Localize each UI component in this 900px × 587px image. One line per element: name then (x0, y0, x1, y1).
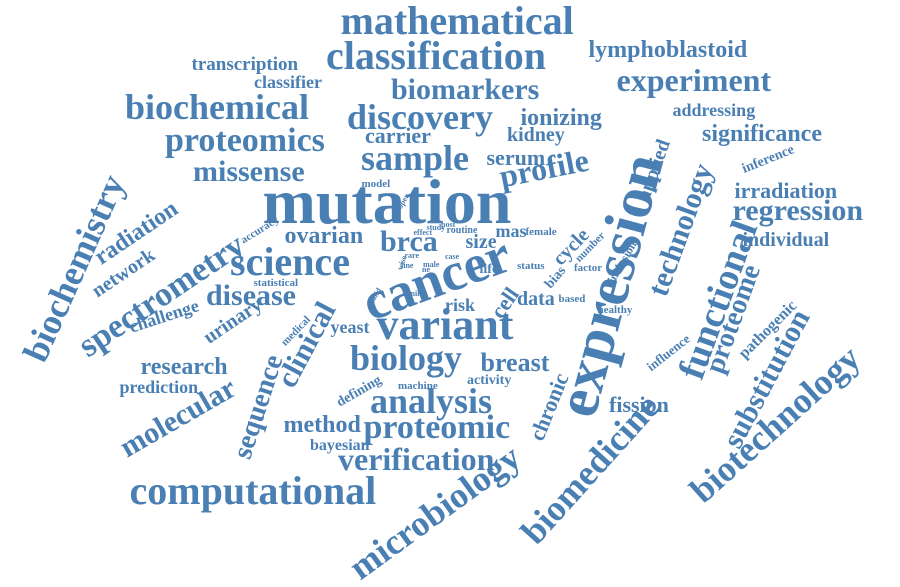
word-bayesian: bayesian (310, 437, 370, 454)
word-model: model (361, 177, 391, 190)
word-science: science (230, 239, 350, 284)
word-breast: breast (480, 348, 550, 377)
word-proteomic: proteomic (363, 409, 511, 446)
word-analysis: analysis (370, 381, 493, 421)
word-experiment: experiment (616, 62, 772, 98)
word-classification: classification (326, 33, 546, 78)
word-discovery: discovery (347, 97, 493, 137)
word-individual: individual (742, 229, 830, 251)
word-sample: sample (361, 138, 469, 178)
word-research: research (140, 354, 228, 380)
word-yeast: yeast (330, 317, 370, 337)
word-lymphoblastoid: lymphoblastoid (588, 37, 748, 63)
word-transcription: transcription (191, 53, 299, 75)
word-serum: serum (486, 145, 546, 170)
word-prediction: prediction (119, 377, 199, 397)
word-healthy: healthy (597, 303, 633, 316)
word-mutation: mutation (262, 166, 512, 237)
word-male: male (423, 260, 440, 269)
word-based: based (558, 292, 586, 305)
word-significance: significance (702, 121, 822, 147)
word-variant: variant (376, 300, 514, 349)
word-biomarkers: biomarkers (391, 73, 540, 106)
word-disease: disease (206, 279, 296, 312)
word-irradiation: irradiation (734, 178, 838, 203)
word-mathematical: mathematical (340, 0, 574, 43)
word-carrier: carrier (365, 123, 431, 148)
word-missense: missense (193, 155, 305, 188)
word-data: data (517, 288, 555, 310)
word-post: post (441, 220, 456, 229)
word-routine: routine (446, 225, 478, 236)
word-sequence: sequence (226, 351, 290, 463)
word-activity: activity (467, 373, 512, 388)
word-ovarian: ovarian (284, 223, 364, 249)
word-kidney: kidney (507, 124, 565, 146)
word-mas: mas (495, 221, 527, 241)
word-similar: similar (403, 289, 427, 298)
word-statistical: statistical (253, 276, 299, 289)
word-factor: factor (574, 261, 603, 274)
word-effect: effect (413, 228, 433, 237)
word-verification: verification (338, 441, 495, 477)
word-life: life (479, 262, 499, 277)
word-case: case (445, 252, 460, 261)
word-regression: regression (732, 194, 864, 227)
word-status: status (517, 259, 545, 272)
word-machine: machine (398, 379, 438, 392)
word-line: line (401, 261, 414, 270)
word-study: study (426, 223, 446, 232)
word-addressing: addressing (672, 100, 756, 120)
word-proteomics: proteomics (165, 122, 325, 159)
word-risk: risk (445, 295, 476, 315)
word-rare: rare (404, 251, 420, 260)
word-computational: computational (129, 468, 377, 513)
word-brca: brca (380, 225, 438, 258)
word-inference: inference (739, 142, 797, 177)
word-size: size (465, 231, 497, 253)
word-classifier: classifier (254, 72, 322, 92)
word-female: female (525, 225, 557, 238)
word-ionizing: ionizing (520, 105, 602, 131)
word-ne: ne (422, 265, 430, 274)
word-method: method (283, 412, 361, 438)
word-fission: fission (609, 392, 669, 417)
word-biology: biology (350, 338, 463, 378)
word-biochemical: biochemical (125, 87, 309, 127)
